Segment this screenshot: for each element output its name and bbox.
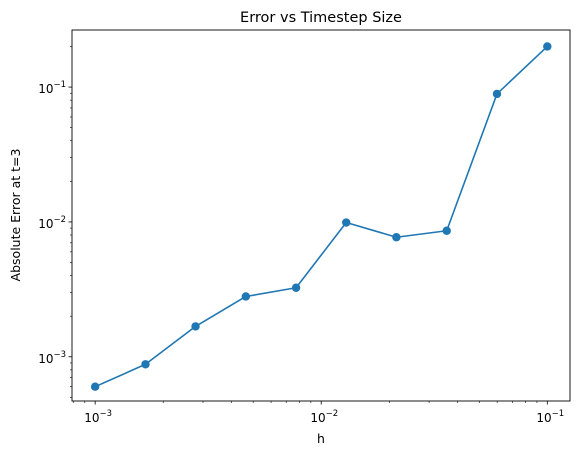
data-point <box>492 89 502 99</box>
x-axis-label: h <box>317 431 325 446</box>
x-axis-ticks: 10−3 10−2 10−1 <box>84 401 564 425</box>
x-tick-label: 10−1 <box>536 409 564 425</box>
data-point <box>90 382 100 391</box>
data-point <box>241 292 251 301</box>
data-point <box>543 42 552 51</box>
y-tick-label: 10−2 <box>38 215 66 231</box>
y-tick-label: 10−1 <box>38 80 66 96</box>
data-point <box>191 322 200 331</box>
data-point <box>342 218 351 227</box>
series-layer <box>90 42 552 391</box>
chart-title: Error vs Timestep Size <box>240 10 402 26</box>
x-tick-label: 10−2 <box>310 409 338 425</box>
minor-ticks <box>70 46 538 403</box>
data-point <box>442 226 451 235</box>
plot-area <box>71 29 571 402</box>
data-point <box>392 233 401 242</box>
series-line <box>94 45 548 388</box>
y-axis-label: Absolute Error at t=3 <box>8 149 23 282</box>
y-axis-ticks: 10−3 10−2 10−1 <box>38 80 72 366</box>
y-tick-label: 10−3 <box>38 350 66 366</box>
data-point <box>141 360 150 369</box>
x-tick-label: 10−3 <box>84 409 112 425</box>
data-point <box>291 283 301 292</box>
